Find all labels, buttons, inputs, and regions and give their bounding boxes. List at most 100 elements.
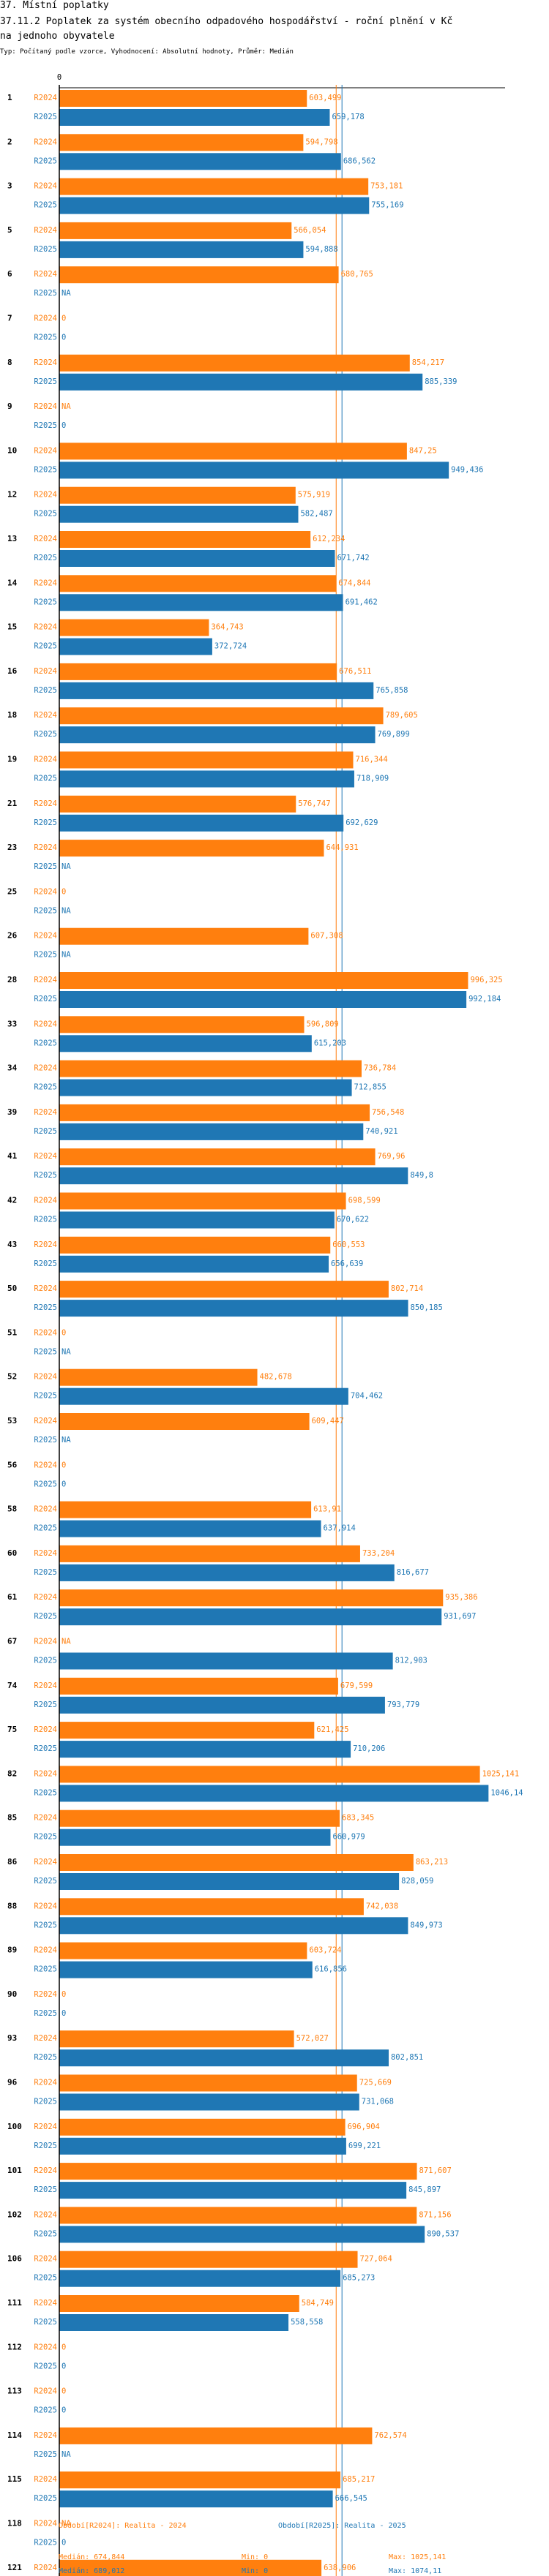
category-label: 121 [7,2563,22,2572]
bar-r2024 [59,1589,444,1607]
series-label: R2025 [34,775,57,783]
series-label: R2024 [34,1108,57,1117]
data-label: NA [61,402,71,411]
data-label: 789,605 [386,711,418,720]
series-label: R2024 [34,1373,57,1382]
series-label: R2025 [34,1965,57,1974]
series-label: R2024 [34,1549,57,1558]
data-label: 885,339 [425,377,457,386]
category-label: 86 [7,1857,18,1867]
bar-r2025 [59,1741,351,1758]
series-label: R2024 [34,1505,57,1514]
bar-r2024 [59,2163,417,2180]
series-label: R2025 [34,2229,57,2238]
series-label: R2024 [34,138,57,146]
data-label: 949,436 [451,465,483,474]
series-label: R2025 [34,465,57,474]
series-label: R2025 [34,2406,57,2415]
bar-r2024 [59,2427,373,2444]
data-label: 704,462 [351,1392,383,1401]
bar-r2025 [59,1696,385,1714]
data-label: 828,059 [401,1877,433,1886]
bar-r2025 [59,991,467,1008]
data-label: NA [61,951,71,960]
data-label: 698,599 [348,1197,381,1205]
series-label: R2025 [34,2494,57,2503]
series-label: R2025 [34,1701,57,1709]
bar-r2024 [59,1501,312,1518]
series-label: R2025 [34,1480,57,1488]
data-label: 575,919 [298,491,330,500]
series-label: R2024 [34,2387,57,2396]
bar-r2025 [59,2093,359,2111]
bar-r2024 [59,575,337,592]
data-label: 558,558 [291,2318,323,2327]
series-label: R2024 [34,887,57,896]
category-label: 100 [7,2122,22,2131]
series-label: R2025 [34,686,57,695]
legend-r2024: Období[R2024]: Realita - 2024 [59,2522,187,2530]
bar-r2025 [59,1079,352,1096]
series-label: R2025 [34,1436,57,1445]
bar-r2024 [59,972,468,989]
bar-r2025 [59,1917,408,1935]
bar-r2024 [59,486,296,504]
bar-r2024 [59,134,304,151]
data-label: 691,462 [346,598,378,606]
series-label: R2024 [34,1020,57,1028]
category-label: 52 [7,1372,17,1382]
series-label: R2024 [34,843,57,852]
series-label: R2025 [34,1612,57,1621]
bar-r2025 [59,1123,364,1140]
series-label: R2025 [34,1788,57,1797]
series-label: R2025 [34,1392,57,1401]
series-label: R2025 [34,245,57,254]
series-label: R2024 [34,94,57,102]
series-label: R2024 [34,1064,57,1073]
series-label: R2024 [34,2343,57,2351]
data-label: 0 [61,421,66,430]
category-label: 89 [7,1946,17,1955]
bar-r2024 [59,619,209,636]
category-label: 18 [7,710,17,720]
bar-r2025 [59,2314,289,2331]
data-label: 364,743 [211,623,243,632]
series-label: R2024 [34,1461,57,1469]
category-label: 14 [7,578,18,587]
series-label: R2024 [34,976,57,984]
bar-r2025 [59,1387,348,1405]
data-label: 742,038 [366,1902,398,1910]
data-label: 656,639 [331,1259,363,1268]
category-label: 2 [7,137,12,146]
series-label: R2024 [34,1725,57,1734]
category-label: 93 [7,2033,17,2043]
data-label: 0 [61,2539,66,2547]
series-label: R2024 [34,535,57,543]
bar-r2025 [59,505,299,523]
data-label: 755,169 [371,201,403,210]
category-label: 13 [7,534,17,543]
data-label: 816,677 [397,1568,429,1577]
bar-r2025 [59,1564,395,1581]
category-label: 106 [7,2254,22,2264]
bar-r2025 [59,109,330,126]
category-label: 74 [7,1681,18,1690]
series-label: R2025 [34,421,57,430]
series-label: R2025 [34,2098,57,2106]
summary-r2025-median: Medián: 689,012 [59,2567,125,2575]
bar-r2024 [59,2295,299,2312]
bar-r2025 [59,462,449,479]
data-label: 1046,14 [490,1788,523,1797]
series-label: R2024 [34,226,57,235]
category-label: 1 [7,93,12,102]
summary-r2025-min: Min: 0 [242,2567,269,2575]
data-label: 685,273 [343,2274,375,2283]
series-label: R2025 [34,1039,57,1047]
data-label: 696,904 [348,2123,380,2131]
data-label: 769,899 [378,730,410,739]
bar-r2025 [59,2182,407,2199]
data-label: 712,855 [354,1083,386,1092]
data-label: 621,425 [316,1725,348,1734]
bar-r2024 [59,927,309,945]
data-label: 849,8 [410,1171,433,1180]
